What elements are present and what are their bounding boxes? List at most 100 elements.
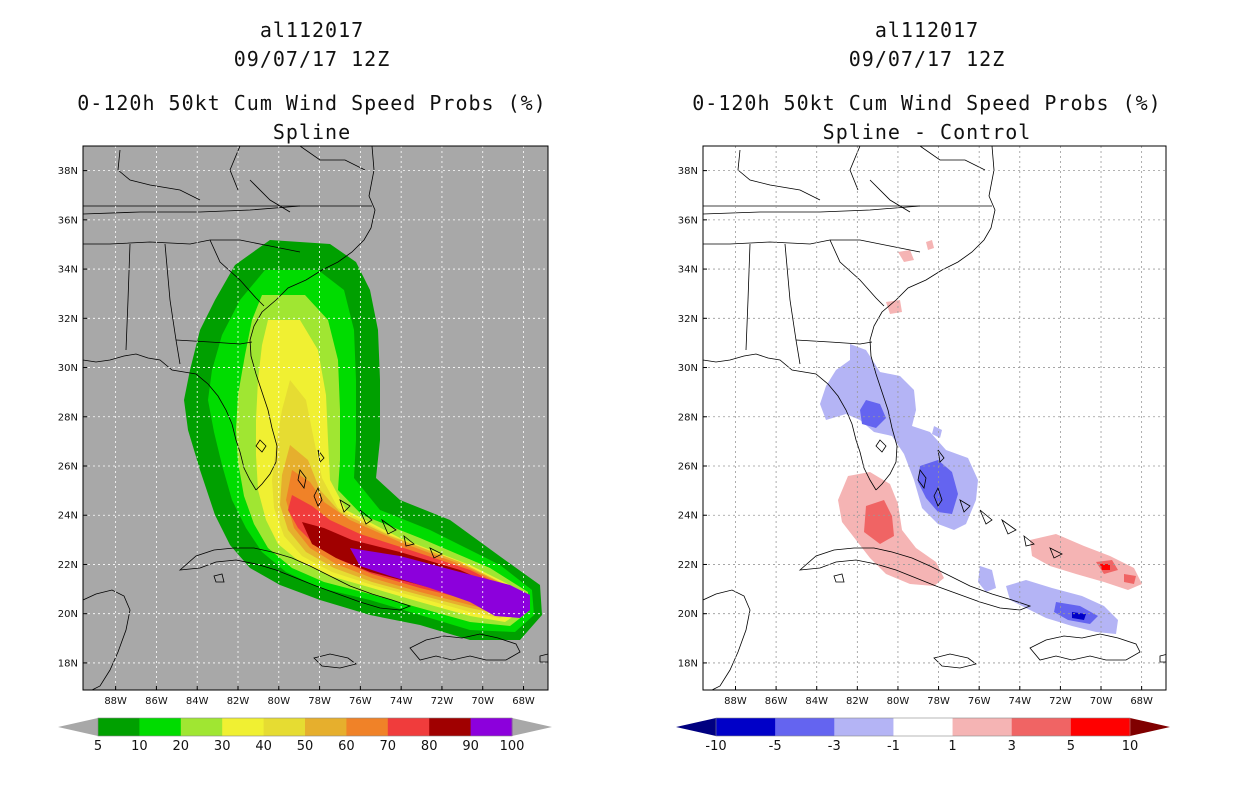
right-title-storm-id: al112017 [874, 18, 980, 42]
diff-neg-5-hispaniola [1072, 612, 1086, 620]
left-colorbar-under-arrow [58, 718, 98, 736]
left-gridlines [83, 146, 548, 690]
left-colorbar-swatch [180, 718, 223, 736]
right-lon-label: 70W [1090, 696, 1113, 707]
right-lat-label: 30N [678, 363, 698, 374]
left-title-product: 0-120h 50kt Cum Wind Speed Probs (%) [77, 91, 547, 115]
left-colorbar-label: 20 [173, 739, 190, 754]
left-colorbar-label: 60 [338, 739, 355, 754]
right-colorbar-swatch [893, 718, 954, 736]
right-colorbar-swatch [1070, 718, 1131, 736]
right-lon-label: 74W [1008, 696, 1031, 707]
right-lon-label: 82W [846, 696, 869, 707]
right-lon-label: 72W [1049, 696, 1072, 707]
diff-pos-3-cuba [864, 500, 894, 544]
right-colorbar-label: 10 [1122, 739, 1139, 754]
right-lat-label: 24N [678, 511, 698, 522]
left-lon-label: 68W [512, 696, 535, 707]
right-lon-label: 86W [765, 696, 788, 707]
left-lat-label: 18N [58, 658, 78, 669]
diff-pos-5-atlantic [1100, 564, 1110, 570]
right-lon-label: 80W [887, 696, 910, 707]
diff-neg-1-cuba-east [978, 566, 996, 592]
right-lat-label: 28N [678, 412, 698, 423]
right-colorbar-label: -3 [828, 739, 841, 754]
right-colorbar-label: 5 [1067, 739, 1075, 754]
left-colorbar-swatch [346, 718, 389, 736]
right-lon-label: 78W [927, 696, 950, 707]
right-lat-label: 20N [678, 609, 698, 620]
right-colorbar-swatch [952, 718, 1013, 736]
left-lat-label: 34N [58, 265, 78, 276]
left-lon-label: 86W [145, 696, 168, 707]
left-lon-label: 88W [104, 696, 127, 707]
diff-pos-1-carolina [898, 250, 914, 262]
right-gridlines [703, 146, 1166, 690]
right-lon-label: 68W [1130, 696, 1153, 707]
right-title-product: 0-120h 50kt Cum Wind Speed Probs (%) [692, 91, 1162, 115]
diff-neg-3-bahamas [918, 460, 958, 514]
right-lat-label: 26N [678, 462, 698, 473]
left-lat-label: 32N [58, 314, 78, 325]
right-colorbar-over-arrow [1130, 718, 1170, 736]
right-colorbar-under-arrow [676, 718, 716, 736]
left-colorbar-swatch [470, 718, 513, 736]
right-axis-ticks: 88W 86W 84W 82W 80W 78W 76W 74W 72W 70W 68W 38N 36N 3… [678, 166, 1153, 707]
left-colorbar-label: 50 [297, 739, 314, 754]
prob-band-90 [350, 548, 530, 618]
left-colorbar-swatch [429, 718, 472, 736]
right-title-subtitle: Spline - Control [822, 120, 1032, 144]
right-difference-contours [820, 240, 1142, 634]
left-title-subtitle: Spline [272, 120, 352, 144]
left-lon-label: 74W [390, 696, 413, 707]
left-colorbar-label: 10 [131, 739, 148, 754]
left-lon-label: 72W [431, 696, 454, 707]
left-colorbar-frame [97, 717, 513, 737]
left-colorbar-label: 80 [421, 739, 438, 754]
left-lon-label: 70W [471, 696, 494, 707]
left-colorbar-label: 70 [380, 739, 397, 754]
left-colorbar-swatch [222, 718, 265, 736]
left-colorbar: 5 10 20 30 40 50 60 70 80 90 100 [58, 717, 552, 754]
left-colorbar-swatch [305, 718, 347, 736]
right-map-frame [702, 145, 1167, 691]
left-lon-label: 80W [267, 696, 290, 707]
left-lat-label: 22N [58, 560, 78, 571]
right-map: 88W 86W 84W 82W 80W 78W 76W 74W 72W 70W 68W 38N 36N 3… [678, 145, 1167, 707]
right-lon-label: 84W [805, 696, 828, 707]
left-title-storm-id: al112017 [259, 18, 365, 42]
left-colorbar-label: 40 [255, 739, 272, 754]
right-colorbar-label: -5 [769, 739, 782, 754]
diff-pos-3-atlantic-b [1124, 574, 1136, 584]
diff-neg-3-florida-north [860, 400, 886, 428]
left-lat-label: 30N [58, 363, 78, 374]
left-colorbar-label: 90 [462, 739, 479, 754]
right-colorbar-label: 3 [1008, 739, 1016, 754]
left-axis-ticks: 88W 86W 84W 82W 80W 78W 76W 74W 72W 70W 68W 38N 36N 3… [58, 166, 535, 707]
left-colorbar-label: 100 [500, 739, 525, 754]
left-title-datetime: 09/07/17 12Z [233, 47, 391, 71]
right-colorbar-swatch [1011, 718, 1072, 736]
right-lat-label: 18N [678, 658, 698, 669]
right-lon-label: 88W [724, 696, 747, 707]
right-lat-label: 34N [678, 265, 698, 276]
left-lon-label: 76W [349, 696, 372, 707]
right-colorbar-label: 1 [948, 739, 956, 754]
left-lat-label: 24N [58, 511, 78, 522]
left-lat-label: 36N [58, 215, 78, 226]
right-colorbar: -10 -5 -3 -1 1 3 5 10 [676, 717, 1170, 754]
left-lat-label: 38N [58, 166, 78, 177]
right-lon-label: 76W [968, 696, 991, 707]
left-lat-label: 28N [58, 412, 78, 423]
left-colorbar-swatch [139, 718, 182, 736]
left-colorbar-label: 5 [94, 739, 102, 754]
left-lon-label: 78W [308, 696, 331, 707]
right-lat-label: 38N [678, 166, 698, 177]
left-colorbar-label: 30 [214, 739, 231, 754]
left-lon-label: 84W [186, 696, 209, 707]
left-colorbar-swatch [98, 718, 140, 736]
diff-pos-1-va [926, 240, 934, 250]
right-title-datetime: 09/07/17 12Z [848, 47, 1006, 71]
right-lat-label: 32N [678, 314, 698, 325]
right-lat-label: 36N [678, 215, 698, 226]
